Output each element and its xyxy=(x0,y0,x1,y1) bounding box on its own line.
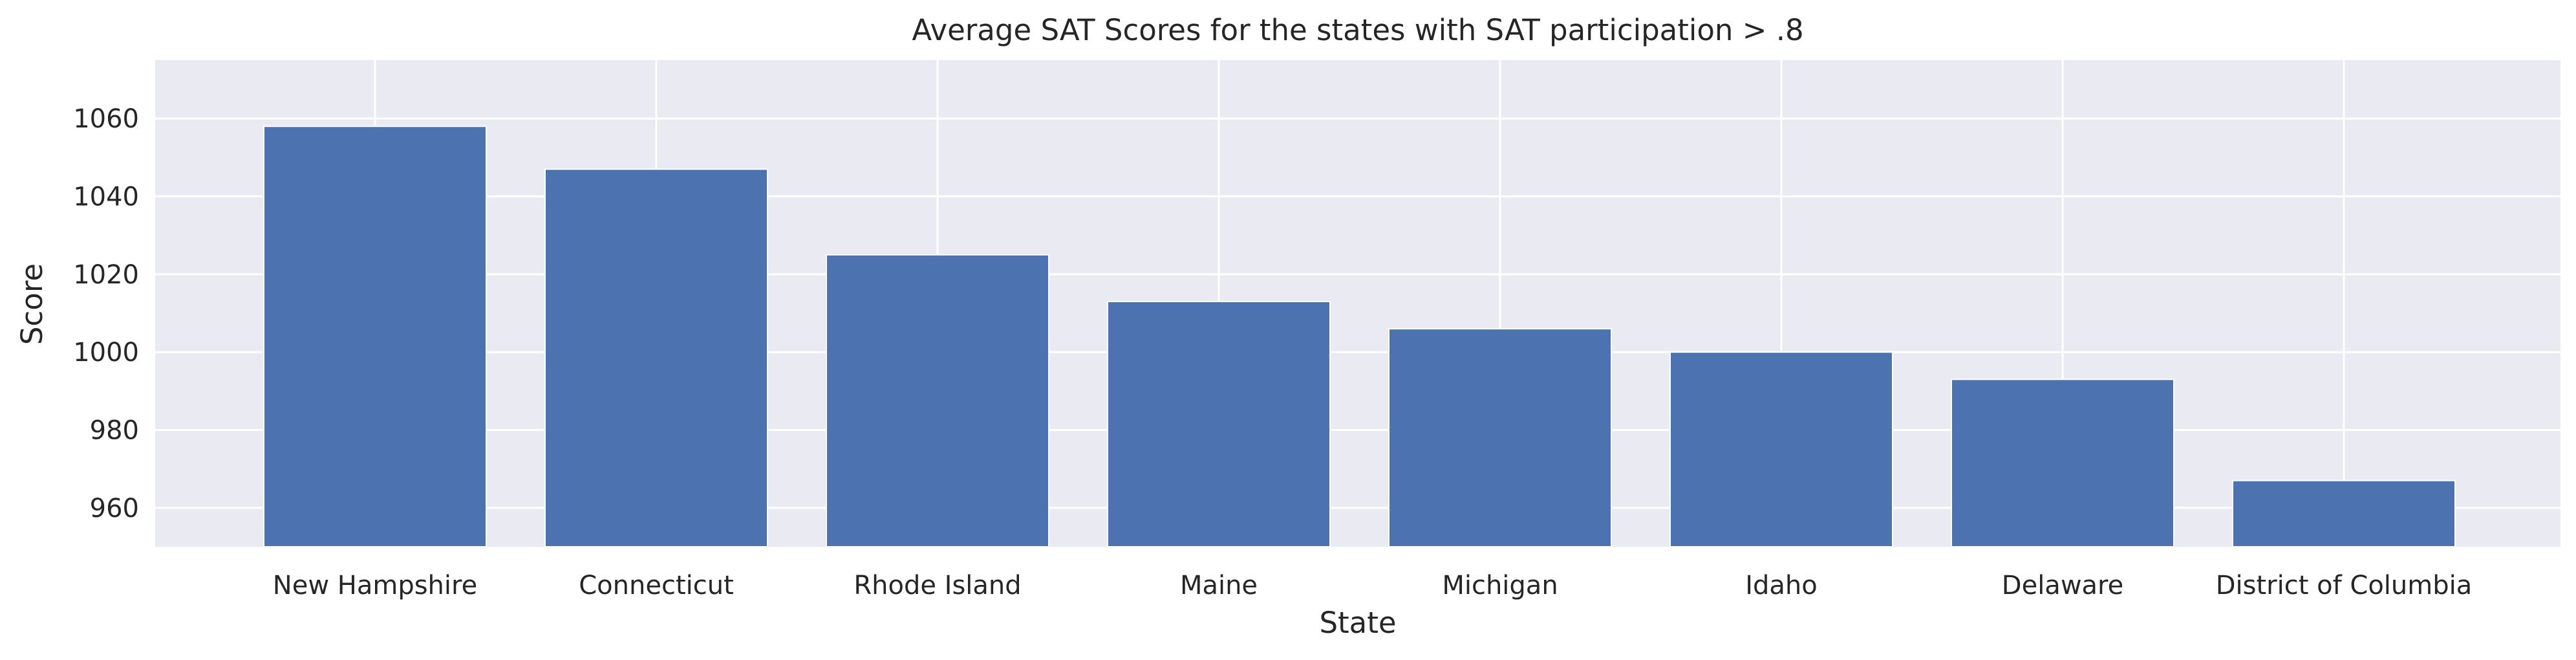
y-tick-label: 1020 xyxy=(73,260,139,290)
bar-michigan xyxy=(1388,328,1612,547)
y-axis-label: Score xyxy=(15,263,49,345)
x-tick-label: Delaware xyxy=(2002,571,2123,600)
y-tick-label: 1040 xyxy=(73,182,139,212)
bar-delaware xyxy=(1951,379,2174,547)
chart-title: Average SAT Scores for the states with S… xyxy=(912,13,1803,47)
x-tick-label: Maine xyxy=(1180,571,1258,600)
x-tick-label: Michigan xyxy=(1442,571,1558,600)
x-tick-label: New Hampshire xyxy=(273,571,477,600)
y-tick-label: 1000 xyxy=(73,338,139,368)
bar-new-hampshire xyxy=(263,126,487,548)
bar-connecticut xyxy=(544,168,768,547)
plot-area xyxy=(155,60,2560,547)
y-tick-label: 980 xyxy=(90,416,139,446)
x-tick-label: District of Columbia xyxy=(2216,571,2473,600)
y-tick-labels: 960 980 1000 1020 1040 1060 xyxy=(73,104,139,523)
x-tick-labels: New Hampshire Connecticut Rhode Island Main… xyxy=(273,571,2472,600)
bar-district-of-columbia xyxy=(2232,479,2456,548)
x-tick-label: Idaho xyxy=(1745,571,1818,600)
bar-maine xyxy=(1107,300,1331,547)
x-axis-label: State xyxy=(1319,606,1396,640)
bar-idaho xyxy=(1669,351,1893,547)
bar-rhode-island xyxy=(826,254,1049,547)
y-tick-label: 960 xyxy=(90,494,139,523)
x-tick-label: Rhode Island xyxy=(853,571,1021,600)
y-tick-label: 1060 xyxy=(73,104,139,134)
bars xyxy=(263,126,2456,548)
x-tick-label: Connecticut xyxy=(579,571,734,600)
